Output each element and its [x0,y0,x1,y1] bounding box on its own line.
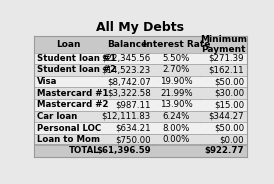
Text: 2.70%: 2.70% [163,66,190,75]
Bar [102,53,153,64]
Bar [200,64,247,76]
Bar [200,36,247,53]
Bar [200,76,247,87]
Bar [200,134,247,146]
Text: Balance: Balance [108,40,148,49]
Text: Mastercard #2: Mastercard #2 [37,100,108,109]
Bar [153,144,200,157]
Bar [200,99,247,111]
Text: Student loan #1: Student loan #1 [37,54,116,63]
Bar [34,144,102,157]
Text: $61,396.59: $61,396.59 [96,146,151,155]
Bar [200,144,247,157]
Text: TOTAL: TOTAL [69,146,100,155]
Text: $0.00: $0.00 [219,135,244,144]
Text: $750.00: $750.00 [115,135,151,144]
Text: $50.00: $50.00 [214,77,244,86]
Text: 8.00%: 8.00% [163,124,190,132]
Text: 21.99%: 21.99% [160,89,193,98]
Bar [34,36,102,53]
Text: $987.11: $987.11 [115,100,151,109]
Bar [153,64,200,76]
Text: Loan to Mom: Loan to Mom [37,135,100,144]
Text: $3,322.58: $3,322.58 [107,89,151,98]
Bar [34,64,102,76]
Text: $922.77: $922.77 [204,146,244,155]
Bar [200,87,247,99]
Text: Car loan: Car loan [37,112,77,121]
Bar [102,144,153,157]
Bar [102,111,153,122]
Text: $271.39: $271.39 [209,54,244,63]
Text: Interest Rate: Interest Rate [143,40,210,49]
Bar [102,87,153,99]
Bar [153,53,200,64]
Bar [34,87,102,99]
Bar [34,134,102,146]
Text: 0.00%: 0.00% [163,135,190,144]
Bar [34,122,102,134]
Text: All My Debts: All My Debts [96,21,184,34]
Bar [200,111,247,122]
Text: 6.24%: 6.24% [163,112,190,121]
Bar [102,122,153,134]
Bar [153,122,200,134]
Bar [200,122,247,134]
Text: Loan: Loan [56,40,81,49]
Text: $344.27: $344.27 [209,112,244,121]
Bar [34,53,102,64]
Text: Visa: Visa [37,77,57,86]
Bar [102,64,153,76]
Bar [200,53,247,64]
Bar [102,76,153,87]
Text: Minimum
Payment: Minimum Payment [200,35,247,54]
Text: $22,345.56: $22,345.56 [101,54,151,63]
Text: 19.90%: 19.90% [160,77,193,86]
Text: $634.21: $634.21 [115,124,151,132]
Bar [102,134,153,146]
Bar [153,36,200,53]
Bar [34,99,102,111]
Text: Personal LOC: Personal LOC [37,124,101,132]
Text: $162.11: $162.11 [209,66,244,75]
Text: $50.00: $50.00 [214,124,244,132]
Bar [102,99,153,111]
Bar [102,36,153,53]
Text: $14,523.23: $14,523.23 [101,66,151,75]
Bar [153,111,200,122]
Bar [153,76,200,87]
Bar [153,99,200,111]
Text: 13.90%: 13.90% [160,100,193,109]
Text: 5.50%: 5.50% [163,54,190,63]
Text: $12,111.83: $12,111.83 [101,112,151,121]
Bar [34,76,102,87]
Text: Mastercard #1: Mastercard #1 [37,89,108,98]
Text: $30.00: $30.00 [214,89,244,98]
Text: Student loan #2: Student loan #2 [37,66,116,75]
Bar [34,111,102,122]
Bar [153,87,200,99]
Text: $8,742.07: $8,742.07 [107,77,151,86]
Text: $15.00: $15.00 [214,100,244,109]
Bar [153,134,200,146]
